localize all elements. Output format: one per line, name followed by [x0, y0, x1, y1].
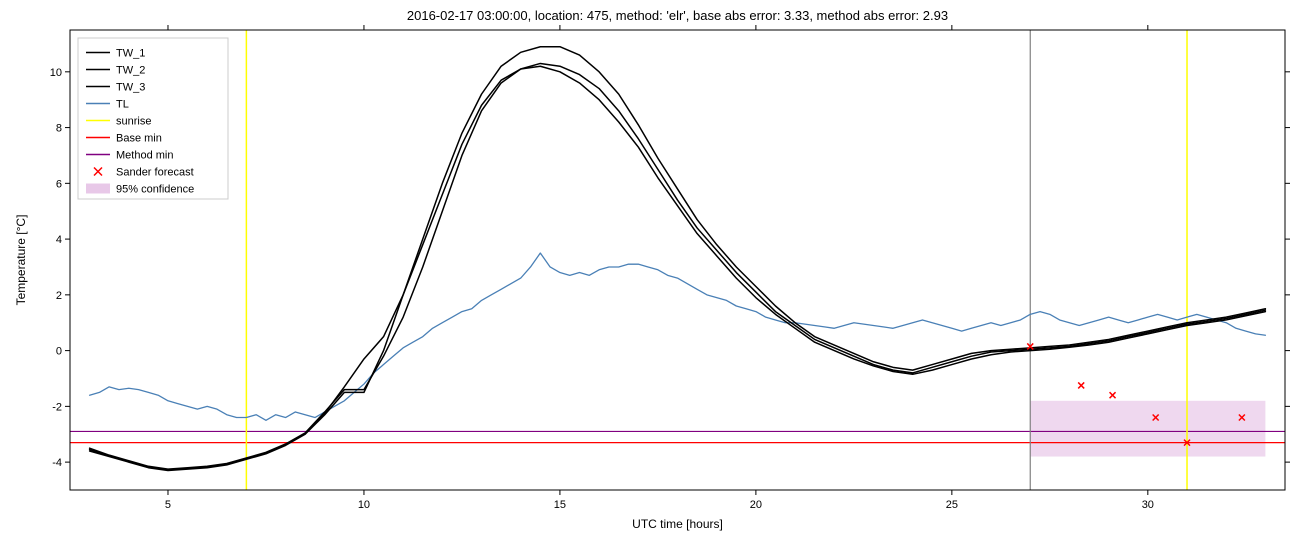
chart-title: 2016-02-17 03:00:00, location: 475, meth…	[407, 8, 948, 23]
xtick-label: 30	[1142, 499, 1154, 511]
legend-swatch	[86, 184, 110, 194]
legend-label: TW_2	[116, 65, 145, 77]
legend-label: TW_1	[116, 48, 145, 60]
legend-label: Base min	[116, 133, 162, 145]
confidence-patch	[1030, 401, 1265, 457]
legend-label: 95% confidence	[116, 184, 194, 196]
xtick-label: 25	[946, 499, 958, 511]
legend-label: Sander forecast	[116, 167, 194, 179]
legend-label: TL	[116, 99, 129, 111]
xtick-label: 5	[165, 499, 171, 511]
xtick-label: 20	[750, 499, 762, 511]
ytick-label: 2	[56, 290, 62, 302]
ytick-label: 4	[56, 234, 62, 246]
temperature-chart: -4 -2 0 2 4 6 8 10 5 10 15 20 25 30 UTC time [hours] Te…	[0, 0, 1313, 547]
xtick-label: 10	[358, 499, 370, 511]
legend-label: sunrise	[116, 116, 151, 128]
xtick-label: 15	[554, 499, 566, 511]
xlabel: UTC time [hours]	[632, 517, 723, 531]
ytick-label: -4	[52, 457, 62, 469]
chart-svg: -4 -2 0 2 4 6 8 10 5 10 15 20 25 30 UTC time [hours] Te…	[0, 0, 1313, 547]
ytick-label: 6	[56, 178, 62, 190]
ytick-label: 10	[50, 67, 62, 79]
ytick-label: 0	[56, 346, 62, 358]
ytick-label: -2	[52, 401, 62, 413]
legend-label: TW_3	[116, 82, 145, 94]
legend-label: Method min	[116, 150, 173, 162]
ylabel: Temperature [°C]	[14, 215, 28, 306]
ytick-label: 8	[56, 123, 62, 135]
